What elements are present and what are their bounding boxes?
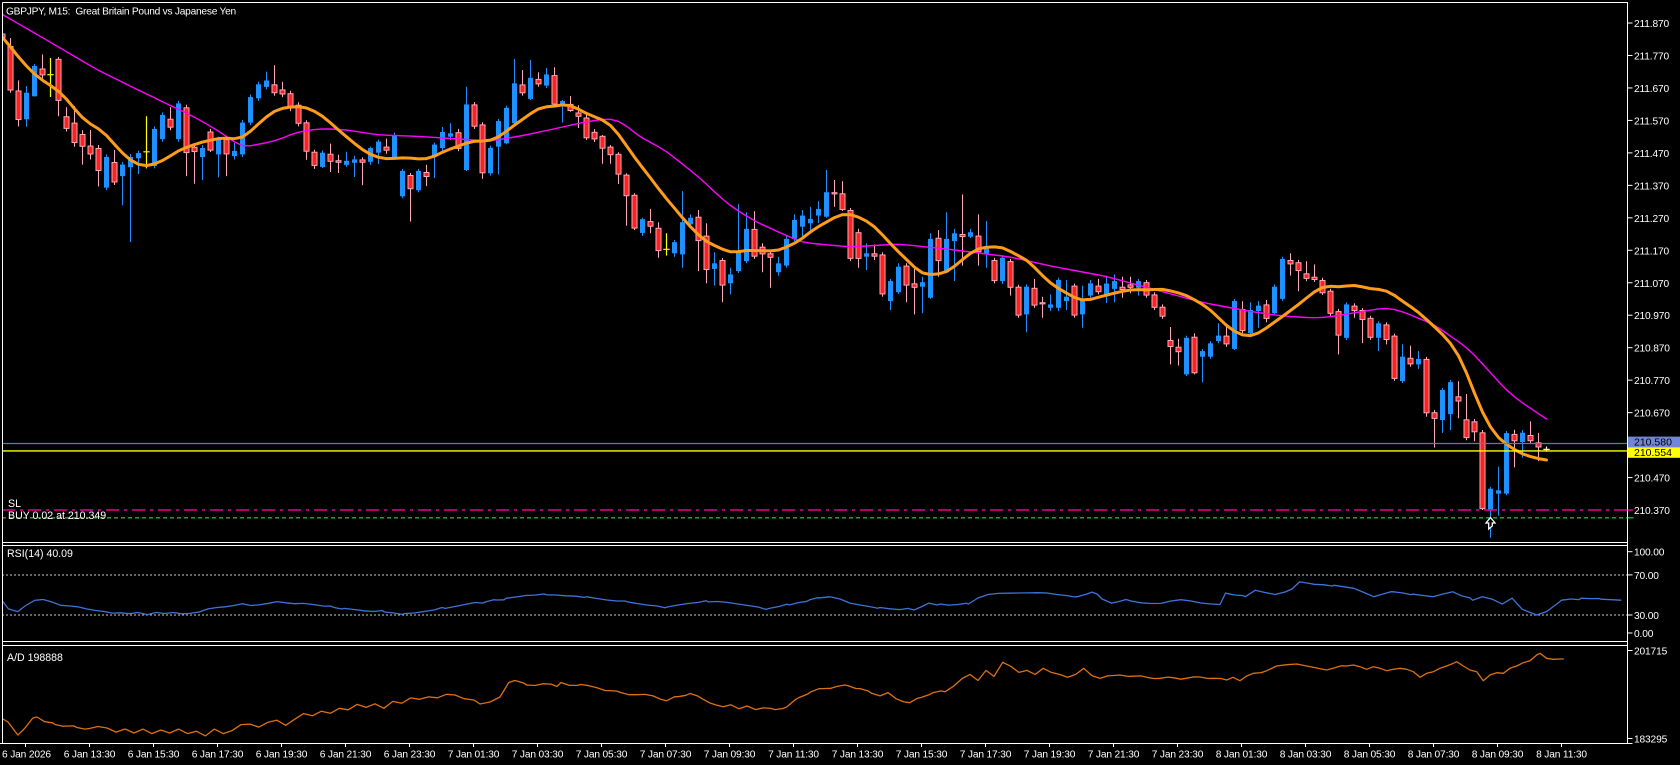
svg-text:GBPJPY, M15: Great Britain Po: GBPJPY, M15: Great Britain Pound vs Japa… — [6, 7, 236, 18]
svg-text:7 Jan 03:30: 7 Jan 03:30 — [512, 750, 564, 761]
svg-text:6 Jan 19:30: 6 Jan 19:30 — [256, 750, 308, 761]
svg-text:7 Jan 21:30: 7 Jan 21:30 — [1088, 750, 1140, 761]
svg-text:7 Jan 09:30: 7 Jan 09:30 — [704, 750, 756, 761]
svg-text:8 Jan 07:30: 8 Jan 07:30 — [1408, 750, 1460, 761]
svg-text:6 Jan 21:30: 6 Jan 21:30 — [320, 750, 372, 761]
svg-text:6 Jan 15:30: 6 Jan 15:30 — [128, 750, 180, 761]
svg-text:211.070: 211.070 — [1634, 279, 1670, 290]
svg-text:211.170: 211.170 — [1634, 246, 1670, 257]
svg-text:RSI(14) 40.09: RSI(14) 40.09 — [7, 548, 73, 560]
svg-text:210.580: 210.580 — [1634, 437, 1672, 449]
svg-text:211.370: 211.370 — [1634, 181, 1670, 192]
svg-text:211.470: 211.470 — [1634, 149, 1670, 160]
svg-text:210.770: 210.770 — [1634, 376, 1670, 387]
svg-text:7 Jan 19:30: 7 Jan 19:30 — [1024, 750, 1076, 761]
svg-text:210.470: 210.470 — [1634, 474, 1670, 485]
svg-text:211.770: 211.770 — [1634, 51, 1670, 62]
svg-text:7 Jan 11:30: 7 Jan 11:30 — [768, 750, 819, 761]
svg-text:210.370: 210.370 — [1634, 506, 1670, 517]
svg-text:7 Jan 15:30: 7 Jan 15:30 — [896, 750, 948, 761]
svg-text:7 Jan 01:30: 7 Jan 01:30 — [448, 750, 500, 761]
svg-text:7 Jan 07:30: 7 Jan 07:30 — [640, 750, 692, 761]
svg-text:0.00: 0.00 — [1634, 629, 1654, 640]
svg-text:7 Jan 17:30: 7 Jan 17:30 — [960, 750, 1012, 761]
svg-text:7 Jan 05:30: 7 Jan 05:30 — [576, 750, 628, 761]
svg-text:211.670: 211.670 — [1634, 84, 1670, 95]
svg-text:210.554: 210.554 — [1634, 447, 1672, 459]
svg-text:201715: 201715 — [1634, 647, 1668, 658]
svg-text:30.00: 30.00 — [1634, 611, 1659, 622]
svg-text:BUY 0.02 at 210.349: BUY 0.02 at 210.349 — [8, 510, 106, 522]
svg-text:7 Jan 23:30: 7 Jan 23:30 — [1152, 750, 1204, 761]
svg-text:6 Jan 17:30: 6 Jan 17:30 — [192, 750, 244, 761]
svg-text:SL: SL — [8, 498, 21, 510]
svg-text:8 Jan 01:30: 8 Jan 01:30 — [1216, 750, 1268, 761]
svg-text:8 Jan 09:30: 8 Jan 09:30 — [1472, 750, 1524, 761]
svg-text:211.870: 211.870 — [1634, 19, 1670, 30]
svg-text:A/D 198888: A/D 198888 — [7, 652, 63, 664]
svg-text:100.00: 100.00 — [1634, 548, 1665, 559]
svg-text:7 Jan 13:30: 7 Jan 13:30 — [832, 750, 884, 761]
svg-text:8 Jan 03:30: 8 Jan 03:30 — [1280, 750, 1332, 761]
svg-text:210.670: 210.670 — [1634, 409, 1670, 420]
svg-text:6 Jan 13:30: 6 Jan 13:30 — [64, 750, 116, 761]
svg-text:6 Jan 2026: 6 Jan 2026 — [2, 750, 51, 761]
svg-text:6 Jan 23:30: 6 Jan 23:30 — [384, 750, 436, 761]
svg-text:210.870: 210.870 — [1634, 344, 1670, 355]
svg-text:8 Jan 11:30: 8 Jan 11:30 — [1536, 750, 1587, 761]
svg-text:210.970: 210.970 — [1634, 311, 1670, 322]
svg-text:183295: 183295 — [1634, 735, 1668, 746]
svg-text:8 Jan 05:30: 8 Jan 05:30 — [1344, 750, 1396, 761]
svg-text:211.270: 211.270 — [1634, 214, 1670, 225]
svg-text:70.00: 70.00 — [1634, 571, 1659, 582]
svg-text:211.570: 211.570 — [1634, 116, 1670, 127]
